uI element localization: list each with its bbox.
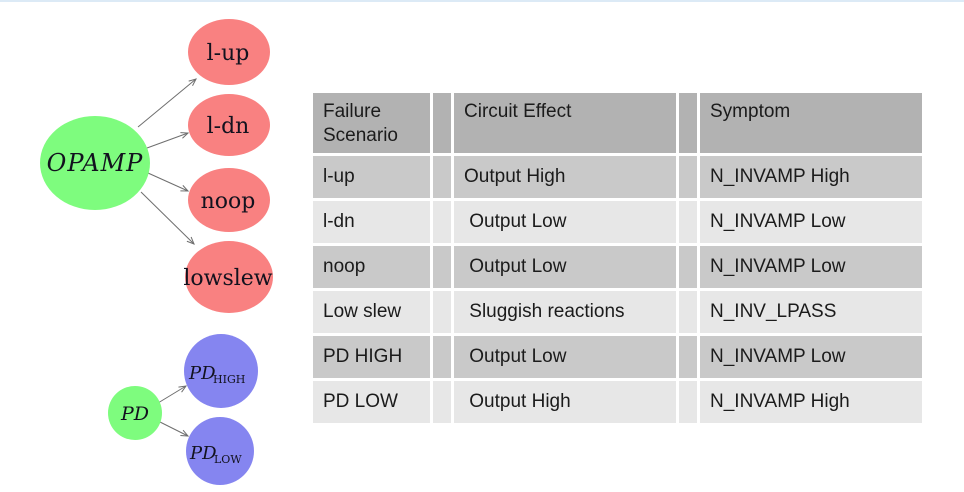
row-2-symptom: N_INVAMP Low	[700, 246, 922, 288]
row-5-effect: Output High	[454, 381, 676, 423]
pd-edges	[157, 385, 190, 437]
node-opamp-label: OPAMP	[47, 149, 144, 177]
node-opamp	[40, 116, 150, 210]
row-2-spacer-1	[433, 246, 451, 288]
header-spacer-1	[433, 93, 451, 153]
row-0-effect: Output High	[454, 156, 676, 198]
row-2-scenario: noop	[313, 246, 430, 288]
row-0-spacer-2	[679, 156, 697, 198]
row-0-scenario: l-up	[313, 156, 430, 198]
opamp-edges	[137, 78, 197, 245]
row-0-symptom: N_INVAMP High	[700, 156, 922, 198]
row-3-scenario: Low slew	[313, 291, 430, 333]
row-4-effect: Output Low	[454, 336, 676, 378]
row-4-spacer-1	[433, 336, 451, 378]
node-ldn	[188, 94, 270, 156]
top-accent-line	[0, 0, 964, 2]
header-spacer-2	[679, 93, 697, 153]
row-3-symptom: N_INV_LPASS	[700, 291, 922, 333]
edge-opamp-ldn	[146, 132, 190, 149]
header-cell-effect: Circuit Effect	[454, 93, 676, 153]
node-pd-high	[184, 334, 258, 408]
row-0-spacer-1	[433, 156, 451, 198]
fault-tree-diagram: OPAMP l-up l-dn noop lowslew PD PD HIGH …	[40, 19, 273, 485]
header-cell-symptom: Symptom	[700, 93, 922, 153]
row-2-spacer-2	[679, 246, 697, 288]
row-4-spacer-2	[679, 336, 697, 378]
row-5-spacer-1	[433, 381, 451, 423]
node-noop-label: noop	[201, 189, 256, 214]
row-1-symptom: N_INVAMP Low	[700, 201, 922, 243]
edge-opamp-noop	[147, 172, 190, 192]
node-pd-low-base: PD	[189, 443, 217, 464]
row-5-symptom: N_INVAMP High	[700, 381, 922, 423]
node-noop	[188, 168, 270, 232]
row-1-spacer-2	[679, 201, 697, 243]
row-2-effect: Output Low	[454, 246, 676, 288]
edge-opamp-lup	[137, 78, 197, 128]
node-lup	[188, 19, 270, 85]
row-3-spacer-2	[679, 291, 697, 333]
node-pd-label: PD	[120, 403, 149, 425]
node-lowslew	[185, 241, 273, 313]
node-pd-low-subscript: LOW	[214, 453, 242, 466]
node-lup-label: l-up	[207, 41, 250, 66]
row-1-spacer-1	[433, 201, 451, 243]
row-4-scenario: PD HIGH	[313, 336, 430, 378]
edge-opamp-lowslew	[140, 191, 195, 245]
node-pd-high-subscript: HIGH	[213, 373, 245, 386]
edge-pd-high	[157, 385, 188, 404]
edge-pd-low	[157, 420, 190, 437]
node-pd	[108, 386, 162, 440]
node-pd-high-base: PD	[188, 363, 216, 384]
row-3-spacer-1	[433, 291, 451, 333]
node-pd-low	[186, 417, 254, 485]
row-4-symptom: N_INVAMP Low	[700, 336, 922, 378]
row-5-scenario: PD LOW	[313, 381, 430, 423]
row-3-effect: Sluggish reactions	[454, 291, 676, 333]
failure-table: Failure Scenario Circuit Effect Symptom …	[313, 93, 922, 423]
row-5-spacer-2	[679, 381, 697, 423]
header-cell-scenario: Failure Scenario	[313, 93, 430, 153]
node-lowslew-label: lowslew	[183, 266, 272, 291]
row-1-scenario: l-dn	[313, 201, 430, 243]
row-1-effect: Output Low	[454, 201, 676, 243]
node-ldn-label: l-dn	[207, 114, 250, 139]
